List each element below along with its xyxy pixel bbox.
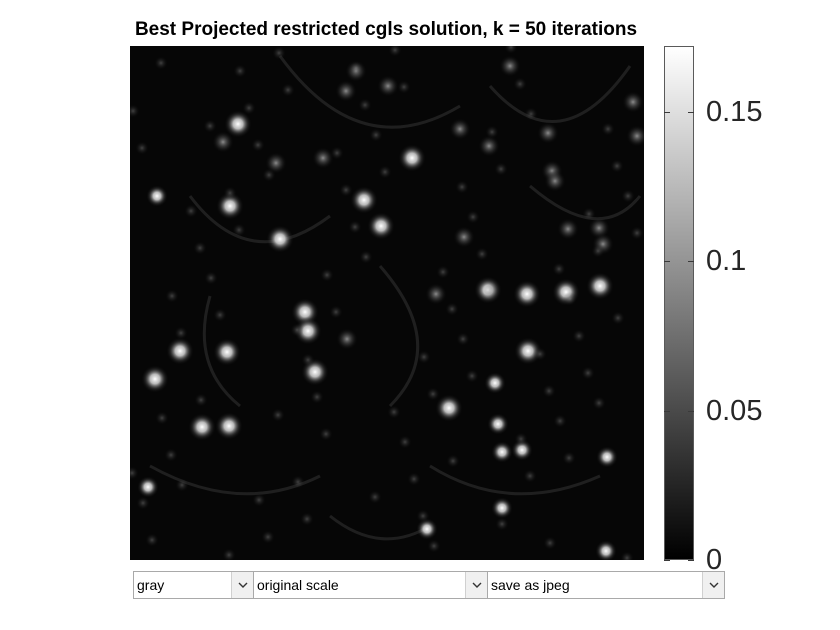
colorbar-tick-label: 0.05 — [706, 395, 763, 427]
colorbar-tick — [688, 560, 694, 561]
colorbar-tick-label: 0 — [706, 544, 723, 576]
colorbar-tick — [664, 411, 670, 412]
colormap-dropdown-value: gray — [137, 577, 165, 593]
colormap-dropdown[interactable]: gray — [133, 571, 254, 599]
colorbar-tick — [664, 112, 670, 113]
colorbar-tick-label: 0.15 — [706, 96, 763, 128]
colorbar-tick-label: 0.1 — [706, 245, 747, 277]
scale-dropdown[interactable]: original scale — [253, 571, 488, 599]
chevron-down-icon[interactable] — [465, 572, 487, 598]
reconstruction-image — [130, 46, 644, 560]
chevron-down-icon[interactable] — [702, 572, 724, 598]
colorbar-tick — [664, 261, 670, 262]
reconstruction-image-canvas — [130, 46, 644, 560]
scale-dropdown-value: original scale — [257, 577, 339, 593]
save-dropdown-value: save as jpeg — [491, 577, 570, 593]
colorbar-tick — [688, 411, 694, 412]
figure-title: Best Projected restricted cgls solution,… — [134, 19, 638, 40]
save-dropdown[interactable]: save as jpeg — [487, 571, 725, 599]
chevron-down-icon[interactable] — [231, 572, 253, 598]
colorbar-tick — [688, 112, 694, 113]
colorbar — [664, 46, 694, 560]
colorbar-tick — [664, 560, 670, 561]
colorbar-tick — [688, 261, 694, 262]
